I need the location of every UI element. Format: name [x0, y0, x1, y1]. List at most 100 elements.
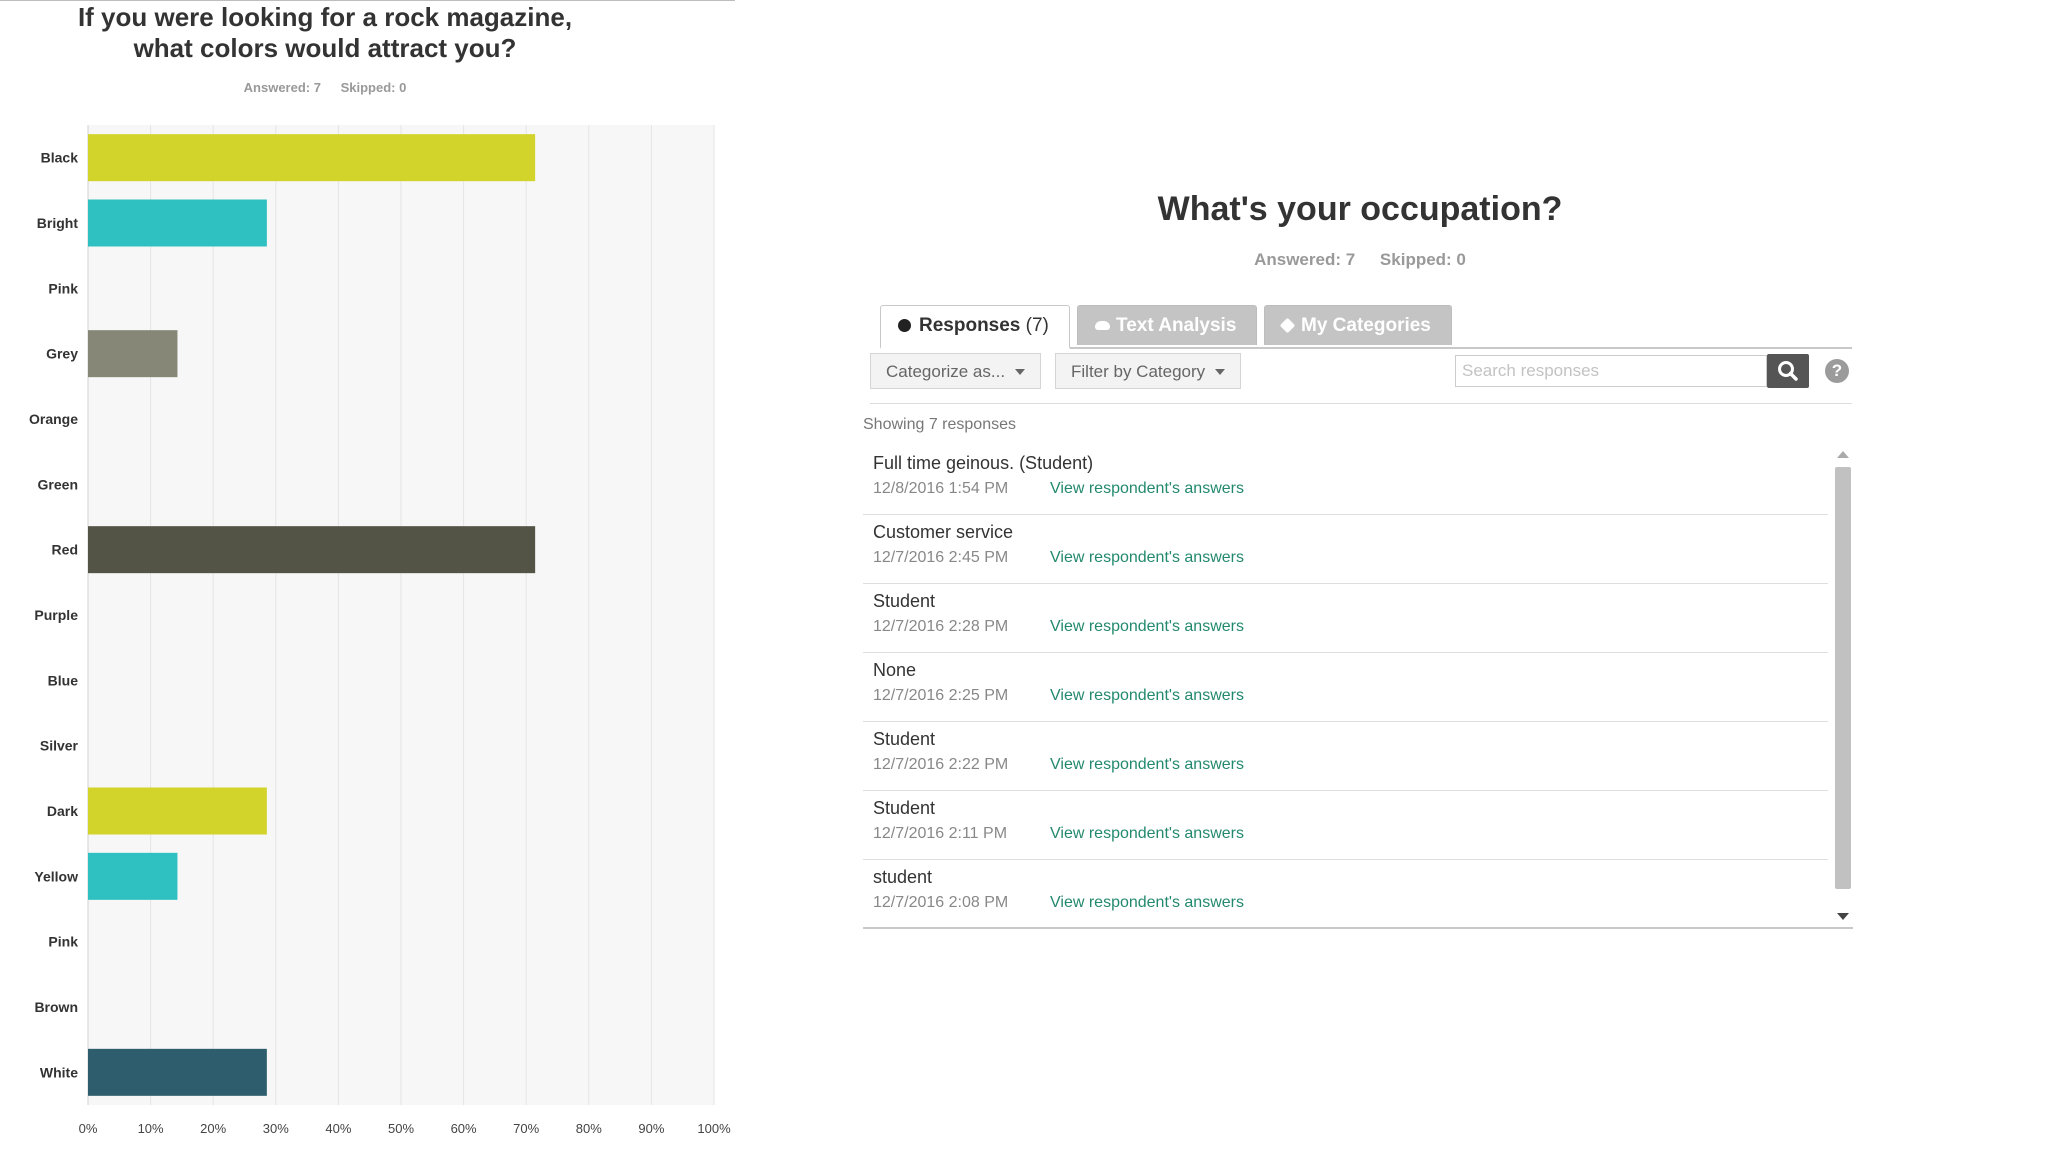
chart-title: If you were looking for a rock magazine,…	[40, 2, 610, 64]
chart-stats: Answered: 7 Skipped: 0	[40, 80, 610, 95]
response-date: 12/7/2016 2:22 PM	[873, 756, 1009, 773]
tab-my-categories[interactable]: My Categories	[1264, 305, 1452, 345]
tab-bar: Responses (7) Text Analysis My Categorie…	[880, 305, 1852, 349]
response-text: student	[873, 867, 933, 887]
tab-my-categories-label: My Categories	[1301, 315, 1431, 336]
categorize-dropdown-label: Categorize as...	[886, 362, 1006, 381]
scroll-up-arrow-icon[interactable]	[1837, 451, 1849, 458]
category-label: Orange	[29, 411, 78, 427]
response-text: None	[873, 660, 917, 680]
x-tick-label: 40%	[325, 1121, 351, 1136]
x-tick-label: 80%	[576, 1121, 602, 1136]
response-text: Full time geinous. (Student)	[873, 453, 1094, 473]
category-label: Silver	[40, 738, 79, 754]
bar	[88, 526, 536, 574]
list-item: Full time geinous. (Student) 12/8/2016 1…	[863, 445, 1828, 515]
tab-responses-count: (7)	[1025, 315, 1049, 336]
search-button[interactable]	[1767, 354, 1809, 388]
chevron-down-icon	[1215, 369, 1226, 375]
search-input[interactable]	[1455, 355, 1767, 387]
scroll-down-arrow-icon[interactable]	[1837, 913, 1849, 920]
bar	[88, 852, 178, 900]
x-tick-label: 30%	[263, 1121, 289, 1136]
question-skipped-count: Skipped: 0	[1379, 250, 1466, 269]
view-answers-link[interactable]: View respondent's answers	[1050, 756, 1244, 773]
tab-responses[interactable]: Responses (7)	[880, 305, 1070, 349]
list-item: None 12/7/2016 2:25 PM View respondent's…	[863, 652, 1828, 722]
responses-toolbar: Categorize as... Filter by Category ?	[870, 353, 1852, 404]
x-tick-label: 10%	[138, 1121, 164, 1136]
chart-skipped-count: Skipped: 0	[340, 80, 407, 95]
category-label: Brown	[34, 999, 78, 1015]
responses-panel: What's your occupation? Answered: 7 Skip…	[860, 180, 1860, 940]
response-text: Customer service	[873, 522, 1014, 542]
response-date: 12/8/2016 1:54 PM	[873, 480, 1009, 497]
x-tick-label: 100%	[697, 1121, 731, 1136]
response-scrollbar[interactable]	[1833, 447, 1853, 925]
filter-dropdown-label: Filter by Category	[1071, 362, 1206, 381]
chart-panel: If you were looking for a rock magazine,…	[0, 0, 740, 1152]
question-answered-count: Answered: 7	[1254, 250, 1356, 269]
category-label: Blue	[48, 672, 79, 688]
category-label: Pink	[48, 934, 78, 950]
list-item: student 12/7/2016 2:08 PM View responden…	[863, 859, 1828, 928]
tab-text-analysis[interactable]: Text Analysis	[1077, 305, 1257, 345]
category-label: Purple	[34, 607, 78, 623]
cloud-icon	[1095, 321, 1110, 330]
x-tick-label: 0%	[79, 1121, 98, 1136]
question-stats: Answered: 7 Skipped: 0	[860, 250, 1860, 270]
scrollbar-thumb[interactable]	[1835, 467, 1851, 889]
tab-responses-label: Responses	[919, 315, 1021, 336]
x-tick-label: 70%	[513, 1121, 539, 1136]
chart-answered-count: Answered: 7	[243, 80, 321, 95]
question-title: What's your occupation?	[1157, 190, 1563, 228]
response-date: 12/7/2016 2:25 PM	[873, 687, 1009, 704]
view-answers-link[interactable]: View respondent's answers	[1050, 549, 1244, 566]
chart-title-line-2: what colors would attract you?	[133, 33, 517, 63]
view-answers-link[interactable]: View respondent's answers	[1050, 480, 1244, 497]
list-item: Customer service 12/7/2016 2:45 PM View …	[863, 514, 1828, 584]
view-answers-link[interactable]: View respondent's answers	[1050, 894, 1244, 911]
response-date: 12/7/2016 2:08 PM	[873, 894, 1009, 911]
list-item: Student 12/7/2016 2:11 PM View responden…	[863, 790, 1828, 860]
category-label: Yellow	[34, 868, 78, 884]
response-date: 12/7/2016 2:45 PM	[873, 549, 1009, 566]
categorize-dropdown[interactable]: Categorize as...	[870, 353, 1042, 389]
category-label: Green	[38, 476, 78, 492]
response-date: 12/7/2016 2:28 PM	[873, 618, 1009, 635]
category-label: Pink	[48, 280, 78, 296]
search-icon	[1778, 361, 1798, 381]
category-label: Black	[41, 150, 79, 166]
bar	[88, 199, 267, 247]
filter-dropdown[interactable]: Filter by Category	[1055, 353, 1242, 389]
chart-title-line-1: If you were looking for a rock magazine,	[77, 2, 573, 32]
help-icon[interactable]: ?	[1825, 359, 1849, 383]
category-label: Bright	[37, 215, 79, 231]
category-label: Grey	[46, 346, 78, 362]
bar	[88, 134, 536, 182]
response-text: Student	[873, 798, 936, 818]
response-date: 12/7/2016 2:11 PM	[873, 825, 1008, 842]
list-item: Student 12/7/2016 2:28 PM View responden…	[863, 583, 1828, 653]
x-tick-label: 60%	[451, 1121, 477, 1136]
view-answers-link[interactable]: View respondent's answers	[1050, 825, 1244, 842]
category-label: White	[40, 1064, 78, 1080]
category-label: Dark	[47, 803, 78, 819]
list-item: Student 12/7/2016 2:22 PM View responden…	[863, 721, 1828, 791]
chevron-down-icon	[1015, 369, 1026, 375]
bar	[88, 787, 267, 835]
x-tick-label: 20%	[200, 1121, 226, 1136]
tab-text-analysis-label: Text Analysis	[1116, 315, 1237, 336]
bar	[88, 330, 178, 378]
x-tick-label: 50%	[388, 1121, 414, 1136]
category-label: Red	[52, 542, 78, 558]
showing-count: Showing 7 responses	[863, 416, 1016, 433]
bar	[88, 1048, 267, 1096]
dot-icon	[898, 319, 911, 332]
view-answers-link[interactable]: View respondent's answers	[1050, 687, 1244, 704]
view-answers-link[interactable]: View respondent's answers	[1050, 618, 1244, 635]
response-text: Student	[873, 591, 936, 611]
response-list: Full time geinous. (Student) 12/8/2016 1…	[863, 445, 1853, 929]
response-text: Student	[873, 729, 936, 749]
x-tick-label: 90%	[638, 1121, 664, 1136]
